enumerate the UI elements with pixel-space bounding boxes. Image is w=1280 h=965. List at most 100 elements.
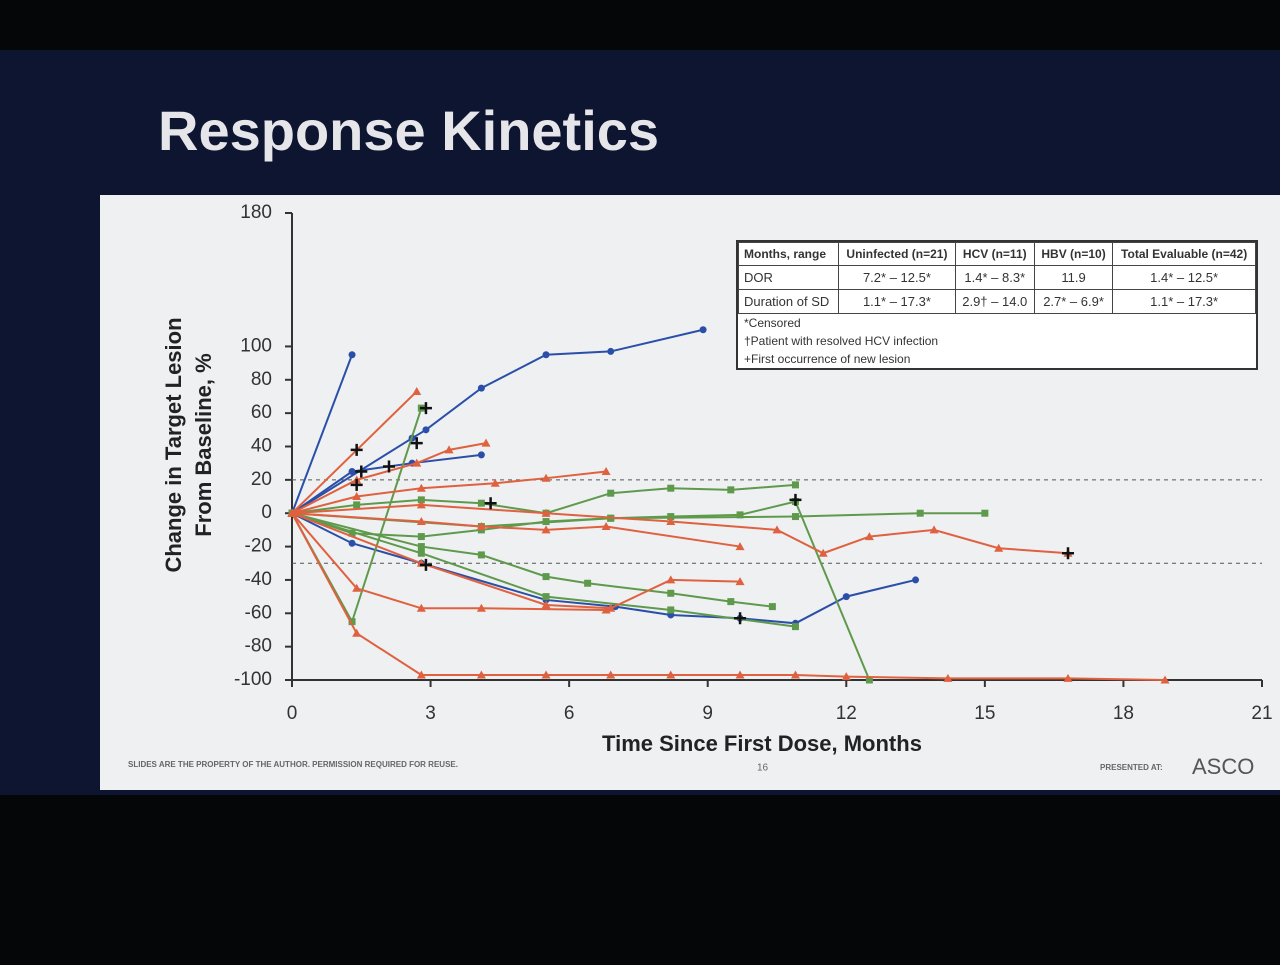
table-cell: 2.7* – 6.9* bbox=[1033, 289, 1114, 314]
marker bbox=[607, 347, 615, 355]
new-lesion-marker bbox=[419, 558, 432, 571]
marker bbox=[667, 606, 675, 614]
marker bbox=[542, 593, 550, 601]
x-tick-label: 9 bbox=[702, 703, 713, 724]
presented-at: PRESENTED AT: bbox=[1100, 763, 1163, 772]
series-line bbox=[291, 512, 916, 625]
marker bbox=[667, 589, 675, 597]
marker bbox=[865, 676, 873, 684]
marker bbox=[541, 525, 551, 534]
marker bbox=[666, 517, 676, 526]
marker bbox=[348, 539, 356, 547]
table-header-cell: HBV (n=10) bbox=[1033, 242, 1114, 266]
marker bbox=[736, 511, 744, 519]
series-line bbox=[291, 470, 607, 515]
series-line bbox=[291, 512, 773, 608]
table-header-cell: Uninfected (n=21) bbox=[838, 242, 956, 266]
y-tick-label: -40 bbox=[245, 569, 272, 590]
new-lesion-marker bbox=[355, 465, 368, 478]
marker bbox=[542, 351, 550, 359]
new-lesion-marker bbox=[734, 612, 747, 625]
marker bbox=[352, 583, 362, 592]
marker bbox=[735, 670, 745, 679]
marker bbox=[994, 543, 1004, 552]
x-tick-label: 6 bbox=[564, 703, 575, 724]
marker bbox=[1160, 675, 1170, 684]
y-tick-label: 100 bbox=[240, 335, 272, 356]
marker bbox=[768, 603, 776, 611]
marker bbox=[477, 499, 485, 507]
marker bbox=[791, 623, 799, 631]
marker bbox=[699, 326, 707, 334]
series-line bbox=[291, 354, 353, 514]
marker bbox=[735, 542, 745, 551]
marker bbox=[416, 517, 426, 526]
marker bbox=[981, 509, 989, 517]
new-lesion-marker bbox=[383, 460, 395, 473]
x-tick-label: 12 bbox=[836, 703, 857, 724]
marker bbox=[353, 501, 361, 509]
marker bbox=[929, 525, 939, 534]
footnote: *Censored bbox=[744, 316, 801, 330]
marker bbox=[416, 483, 426, 492]
marker bbox=[412, 458, 422, 467]
new-lesion-marker bbox=[789, 493, 802, 506]
marker bbox=[667, 513, 675, 521]
new-lesion-marker bbox=[484, 497, 497, 510]
series-line bbox=[291, 503, 1069, 555]
marker bbox=[422, 426, 430, 434]
marker bbox=[541, 508, 551, 517]
marker bbox=[541, 473, 551, 482]
series-line bbox=[291, 512, 741, 548]
marker bbox=[416, 603, 426, 612]
marker bbox=[417, 496, 425, 504]
y-tick-label: 60 bbox=[251, 402, 272, 423]
marker bbox=[477, 384, 485, 392]
x-axis-label: Time Since First Dose, Months bbox=[602, 731, 922, 756]
x-tick-label: 0 bbox=[287, 703, 298, 724]
marker bbox=[727, 486, 735, 494]
marker bbox=[606, 603, 616, 612]
marker bbox=[818, 548, 828, 557]
marker bbox=[791, 513, 799, 521]
marker bbox=[1063, 673, 1073, 682]
table-cell: 1.4* – 12.5* bbox=[1112, 265, 1256, 290]
marker bbox=[352, 628, 362, 637]
y-tick-label: 40 bbox=[251, 436, 272, 457]
marker bbox=[477, 451, 485, 459]
marker bbox=[490, 478, 500, 487]
marker bbox=[864, 532, 874, 541]
marker bbox=[916, 509, 924, 517]
marker bbox=[287, 508, 297, 517]
series-line bbox=[291, 512, 741, 610]
table-cell: 1.1* – 17.3* bbox=[838, 289, 956, 314]
marker bbox=[791, 481, 799, 489]
marker bbox=[348, 618, 356, 626]
marker bbox=[601, 467, 611, 476]
marker bbox=[417, 533, 425, 541]
marker bbox=[542, 573, 550, 581]
y-axis-label: From Baseline, % bbox=[191, 353, 216, 536]
marker bbox=[841, 672, 851, 681]
new-lesion-marker bbox=[1062, 547, 1074, 560]
y-tick-label: -80 bbox=[245, 636, 272, 657]
logo: ASCO bbox=[1192, 754, 1254, 779]
marker bbox=[735, 577, 745, 586]
y-tick-label: 0 bbox=[261, 502, 272, 523]
footnote: †Patient with resolved HCV infection bbox=[744, 334, 939, 348]
series-line bbox=[291, 453, 482, 515]
y-tick-label: 180 bbox=[240, 202, 272, 223]
new-lesion-marker bbox=[350, 478, 363, 491]
marker bbox=[417, 543, 425, 551]
marker bbox=[666, 575, 676, 584]
marker bbox=[416, 670, 426, 679]
y-tick-label: -20 bbox=[245, 536, 272, 557]
table-cell: Duration of SD bbox=[737, 289, 840, 314]
marker bbox=[348, 351, 356, 359]
marker bbox=[348, 468, 356, 476]
marker bbox=[943, 673, 953, 682]
marker bbox=[842, 593, 850, 601]
y-axis-label: Change in Target Lesion bbox=[161, 317, 186, 572]
marker bbox=[606, 670, 616, 679]
